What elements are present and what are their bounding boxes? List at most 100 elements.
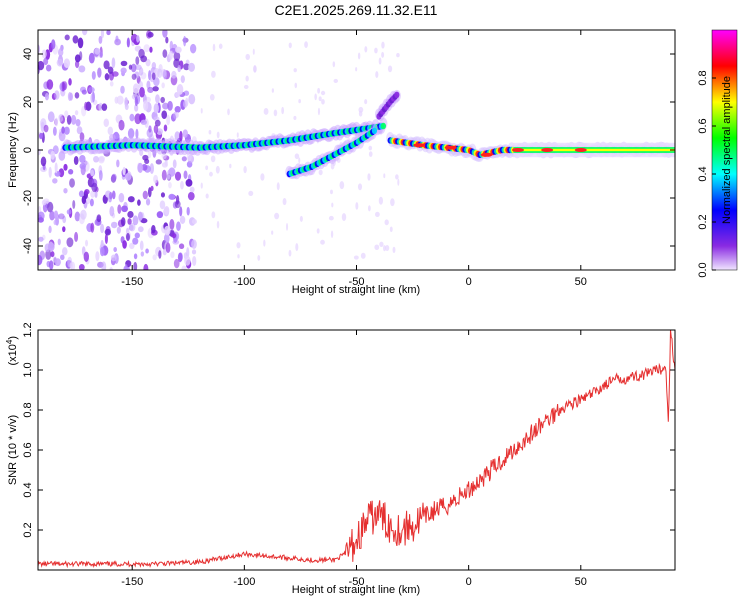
spectrogram-noise-cell bbox=[39, 132, 44, 139]
spectrogram-noise-cell bbox=[183, 100, 188, 108]
spectrogram-noise-cell bbox=[38, 217, 44, 223]
spectrogram-noise-cell bbox=[378, 57, 382, 65]
spectrogram-noise-cell bbox=[298, 157, 301, 164]
spectrogram-noise-cell bbox=[180, 180, 184, 190]
spectrogram-noise-cell bbox=[117, 204, 122, 214]
snr-x-tick-label: -150 bbox=[121, 576, 143, 588]
spectrogram-noise-cell bbox=[62, 81, 68, 91]
spectrogram-noise-cell bbox=[314, 93, 317, 101]
spectrogram-noise-cell bbox=[205, 193, 209, 199]
spectrogram-noise-cell bbox=[200, 107, 203, 114]
spectrogram-noise-cell bbox=[192, 255, 197, 267]
spectrogram-noise-cell bbox=[330, 230, 334, 238]
spectrogram-y-tick-label: 20 bbox=[22, 96, 34, 108]
spectrogram-noise-cell bbox=[53, 210, 59, 219]
spectrogram-noise-cell bbox=[147, 86, 154, 93]
snr-x-ticks: -150 -100 -50 0 50 bbox=[121, 330, 587, 588]
spectrogram-noise-cell bbox=[96, 214, 102, 223]
colorbar-gradient bbox=[711, 29, 738, 271]
spectrogram-noise-cell bbox=[236, 132, 239, 138]
spectrogram-noise-cell bbox=[94, 47, 101, 55]
spectrogram-noise-cell bbox=[100, 30, 105, 39]
spectrogram-noise-cell bbox=[78, 264, 85, 270]
spectrogram-noise-cell bbox=[165, 242, 171, 254]
spectrogram-noise-cell bbox=[132, 215, 139, 226]
spectrogram-noise-cell bbox=[358, 106, 364, 113]
spectrogram-noise-cell bbox=[181, 156, 187, 162]
spectrogram-noise-cell bbox=[144, 158, 150, 165]
spectrogram-noise-cell bbox=[341, 213, 347, 222]
spectrogram-noise-cell bbox=[99, 51, 104, 59]
spectrogram-noise-cell bbox=[383, 173, 386, 179]
spectrogram-noise-cell bbox=[137, 211, 143, 221]
spectrogram-noise-cell bbox=[126, 37, 130, 48]
spectrogram-noise-cell bbox=[153, 124, 159, 134]
spectrogram-noise-cell bbox=[109, 205, 115, 217]
spectrogram-noise-cell bbox=[118, 119, 125, 131]
spectrogram-noise-cell bbox=[175, 46, 182, 54]
spectrogram-noise-cell bbox=[161, 169, 167, 181]
spectrogram-noise-cell bbox=[237, 254, 240, 259]
snr-scale-exponent: 4 bbox=[5, 339, 14, 344]
spectrogram-noise-cell bbox=[368, 145, 373, 151]
spectrogram-noise-cell bbox=[68, 78, 72, 86]
spectrogram-noise-cell bbox=[94, 190, 98, 199]
snr-x-tick-label: -50 bbox=[349, 576, 365, 588]
spectrogram-noise-cell bbox=[145, 198, 151, 206]
spectrogram-noise-cell bbox=[85, 239, 89, 247]
spectrogram-noise-cell bbox=[174, 106, 181, 113]
spectrogram-noise-cell bbox=[253, 65, 257, 73]
spectrogram-noise-cell bbox=[293, 68, 297, 73]
spectrogram-noise-cell bbox=[118, 192, 125, 203]
spectrogram-noise-cell bbox=[170, 251, 175, 259]
spectrogram-noise-cell bbox=[41, 199, 47, 206]
snr-series-line bbox=[38, 330, 675, 569]
spectrogram-noise-cell bbox=[188, 94, 196, 105]
spectrogram-noise-cell bbox=[48, 166, 52, 178]
spectrogram-noise-cell bbox=[252, 48, 255, 55]
spectrogram-noise-cell bbox=[147, 187, 152, 198]
spectrogram-noise-cell bbox=[64, 34, 70, 41]
spectrogram-noise-cell bbox=[101, 261, 107, 270]
snr-x-tick-label: 0 bbox=[466, 576, 472, 588]
spectrogram-noise-cell bbox=[171, 232, 177, 239]
spectrogram-noise-cell bbox=[177, 64, 182, 73]
spectrogram-noise-cell bbox=[106, 30, 111, 36]
spectrogram-noise-cell bbox=[273, 109, 278, 117]
spectrogram-noise-cell bbox=[210, 155, 216, 163]
spectrogram-noise-cell bbox=[66, 115, 72, 125]
spectrogram-noise-cell bbox=[153, 77, 160, 87]
spectrogram-noise-cell bbox=[395, 174, 399, 180]
spectrogram-noise-cell bbox=[127, 128, 135, 139]
spectrogram-noise-cell bbox=[139, 87, 145, 98]
spectrogram-cell bbox=[394, 91, 400, 99]
spectrogram-noise-cell bbox=[57, 238, 61, 246]
spectrogram-noise-cell bbox=[136, 35, 140, 43]
spectrogram-noise-cell bbox=[320, 90, 326, 96]
spectrogram-noise-cell bbox=[46, 201, 54, 213]
spectrogram-noise-cell bbox=[98, 35, 103, 44]
spectrogram-noise-cell bbox=[161, 110, 168, 119]
spectrogram-noise-cell bbox=[186, 206, 190, 216]
spectrogram-noise-cell bbox=[360, 252, 366, 259]
spectrogram-noise-cell bbox=[162, 30, 168, 38]
spectrogram-noise-cell bbox=[132, 83, 140, 94]
spectrogram-noise-cell bbox=[56, 58, 64, 67]
spectrogram-noise-cell bbox=[126, 233, 130, 242]
spectrogram-noise-cell bbox=[52, 126, 57, 136]
spectrogram-noise-cell bbox=[209, 171, 213, 177]
spectrogram-noise-cell bbox=[248, 190, 254, 196]
spectrogram-noise-cell bbox=[48, 260, 54, 270]
spectrogram-cell bbox=[380, 122, 387, 130]
spectrogram-noise-cell bbox=[381, 41, 385, 49]
spectrogram-noise-cell bbox=[135, 56, 140, 66]
spectrogram-noise-cell bbox=[155, 159, 162, 165]
spectrogram-noise-cell bbox=[145, 248, 149, 254]
spectrogram-noise-cell bbox=[162, 102, 169, 110]
spectrogram-noise-cell bbox=[189, 43, 197, 54]
snr-scale-suffix: ) bbox=[7, 336, 19, 340]
spectrogram-noise-cell bbox=[304, 41, 308, 49]
spectrogram-x-tick-label: -50 bbox=[349, 276, 365, 288]
snr-x-tick-label: -100 bbox=[233, 576, 255, 588]
spectrogram-noise-cell bbox=[191, 249, 197, 255]
